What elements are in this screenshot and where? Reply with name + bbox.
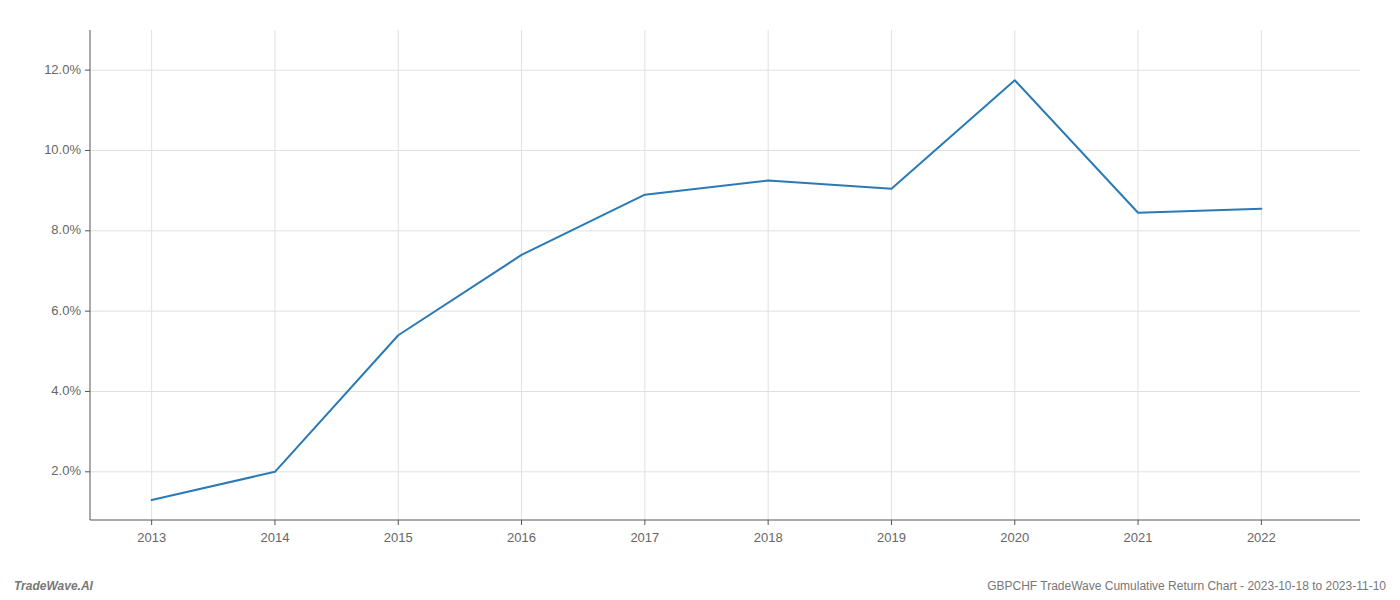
x-tick: [151, 520, 152, 525]
y-tick-label: 10.0%: [44, 142, 81, 157]
chart: 2.0% 4.0% 6.0% 8.0% 10.0% 12.0% 2013 2014 2015 20…: [0, 0, 1400, 600]
x-tick-label: 2014: [260, 530, 289, 545]
y-grid-line: [90, 70, 1360, 71]
x-tick-label: 2018: [754, 530, 783, 545]
x-grid-line: [1261, 30, 1262, 520]
x-tick: [1261, 520, 1262, 525]
x-grid-line: [521, 30, 522, 520]
y-tick: [85, 70, 90, 71]
x-tick-label: 2020: [1000, 530, 1029, 545]
y-tick: [85, 311, 90, 312]
x-tick-label: 2017: [630, 530, 659, 545]
page: {"chart_data": {"type": "line", "x": [20…: [0, 0, 1400, 600]
x-tick: [1138, 520, 1139, 525]
grid: [90, 30, 1360, 520]
y-tick-label: 4.0%: [51, 383, 81, 398]
x-tick: [398, 520, 399, 525]
x-tick: [768, 520, 769, 525]
x-tick: [274, 520, 275, 525]
plot-area: [152, 80, 1262, 500]
y-tick: [85, 150, 90, 151]
y-tick-label: 6.0%: [51, 303, 81, 318]
x-tick: [891, 520, 892, 525]
y-tick: [85, 471, 90, 472]
x-tick-label: 2021: [1124, 530, 1153, 545]
x-tick: [644, 520, 645, 525]
y-grid-line: [90, 471, 1360, 472]
x-tick-label: 2013: [137, 530, 166, 545]
y-tick: [85, 230, 90, 231]
axes: 2.0% 4.0% 6.0% 8.0% 10.0% 12.0% 2013 2014 2015 20…: [44, 30, 1360, 545]
footer: TradeWave.AI GBPCHF TradeWave Cumulative …: [14, 579, 1386, 593]
x-tick-label: 2019: [877, 530, 906, 545]
y-axis-line: [90, 30, 91, 520]
y-grid-line: [90, 311, 1360, 312]
x-tick: [521, 520, 522, 525]
x-grid-line: [274, 30, 275, 520]
y-tick: [85, 391, 90, 392]
x-grid-line: [891, 30, 892, 520]
x-grid-line: [644, 30, 645, 520]
footer-text: TradeWave.AI: [14, 579, 94, 593]
y-grid-line: [90, 230, 1360, 231]
x-tick-label: 2015: [384, 530, 413, 545]
y-grid-line: [90, 150, 1360, 151]
x-grid-line: [398, 30, 399, 520]
x-tick-label: 2016: [507, 530, 536, 545]
x-grid-line: [1138, 30, 1139, 520]
y-tick-label: 2.0%: [51, 463, 81, 478]
y-tick-label: 12.0%: [44, 62, 81, 77]
footer-text: GBPCHF TradeWave Cumulative Return Chart…: [987, 579, 1386, 593]
x-grid-line: [1014, 30, 1015, 520]
y-grid-line: [90, 391, 1360, 392]
x-tick-label: 2022: [1247, 530, 1276, 545]
x-grid-line: [151, 30, 152, 520]
x-axis-line: [90, 520, 1360, 521]
x-grid-line: [768, 30, 769, 520]
line: [152, 80, 1262, 500]
x-tick: [1014, 520, 1015, 525]
y-tick-label: 8.0%: [51, 222, 81, 237]
